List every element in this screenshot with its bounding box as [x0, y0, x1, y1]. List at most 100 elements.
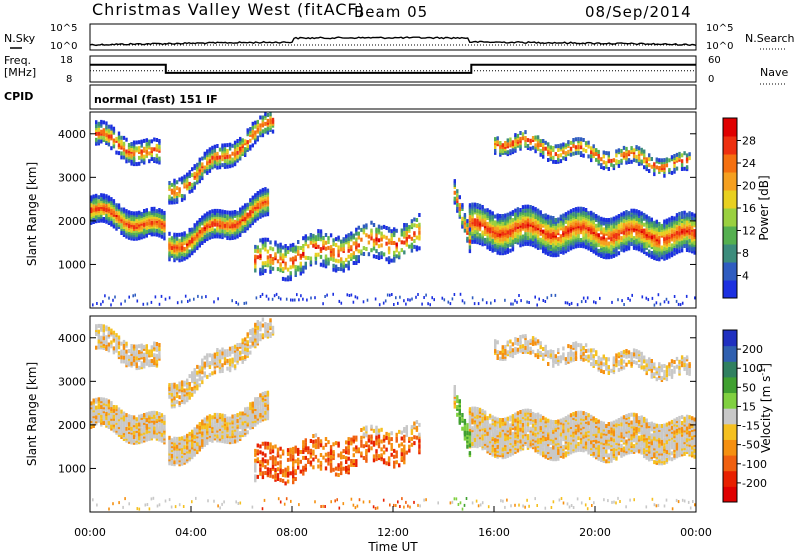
noise-left-tick-top: 10^5 [50, 23, 77, 34]
rti-cell [213, 164, 217, 169]
rti-cell [324, 246, 328, 251]
rti-cell [612, 164, 616, 169]
rti-cell [362, 228, 366, 233]
rti-cell [228, 154, 232, 159]
rti-cell [132, 294, 134, 298]
rti-cell [317, 244, 320, 249]
power-pixels [90, 112, 696, 307]
rti-cell [158, 346, 161, 351]
rti-cell [539, 231, 542, 236]
rti-cell [314, 252, 318, 257]
rti-cell [418, 246, 421, 251]
rti-cell [688, 156, 691, 161]
rti-cell [130, 415, 133, 420]
rti-cell [375, 255, 378, 259]
rti-cell [120, 341, 123, 346]
rti-cell [117, 135, 121, 140]
rti-cell [547, 142, 550, 147]
rti-cell [213, 148, 217, 153]
rti-cell [648, 169, 651, 173]
rti-cell [663, 158, 666, 163]
rti-cell [332, 238, 335, 243]
rti-cell [552, 231, 555, 236]
rti-cell [542, 150, 545, 155]
rti-cell [514, 222, 517, 227]
rti-cell [150, 410, 153, 415]
rti-cell [631, 293, 633, 297]
rti-cell [355, 237, 358, 242]
rti-cell [595, 223, 598, 228]
rti-cell [175, 440, 179, 445]
rti-cell [627, 211, 631, 216]
rti-cell [554, 239, 557, 244]
rti-cell [132, 350, 136, 355]
rti-cell [256, 191, 259, 195]
rti-cell [198, 425, 201, 430]
rti-cell [302, 236, 305, 241]
ytick-label: 3000 [58, 171, 86, 184]
rti-cell [138, 414, 141, 419]
rti-cell [163, 232, 166, 237]
rti-cell [271, 297, 274, 301]
rti-cell [562, 237, 565, 241]
rti-cell [183, 231, 186, 236]
rti-cell [531, 205, 535, 210]
rti-cell [107, 403, 111, 408]
rti-cell [286, 250, 290, 254]
rti-cell [145, 208, 148, 213]
rti-cell [95, 324, 98, 329]
rti-cell [673, 163, 676, 168]
rti-cell [201, 172, 204, 177]
rti-cell [138, 210, 141, 215]
rti-cell [237, 302, 240, 306]
rti-cell [355, 241, 358, 246]
rti-cell [400, 232, 403, 237]
rti-cell [574, 137, 578, 142]
rti-cell [180, 461, 184, 466]
rti-cell [100, 119, 103, 124]
rti-cell [216, 226, 219, 231]
rti-cell [610, 225, 613, 230]
rti-cell [592, 220, 595, 225]
rti-cell [531, 145, 535, 150]
rti-cell [226, 416, 229, 421]
rti-cell [511, 223, 515, 228]
rti-cell [477, 302, 480, 306]
rti-cell [294, 271, 297, 275]
rti-cell [579, 137, 583, 142]
nave-label: Nave [760, 66, 788, 79]
rti-cell [160, 294, 163, 298]
rti-cell [501, 143, 504, 148]
rti-cell [425, 293, 427, 297]
rti-cell [261, 209, 265, 214]
rti-cell [261, 407, 265, 412]
rti-cell [309, 240, 313, 245]
rti-cell [249, 412, 252, 416]
rti-cell [592, 144, 595, 149]
rti-cell [236, 234, 239, 239]
rti-cell [213, 424, 217, 429]
rti-cell [170, 459, 174, 464]
rti-cell [621, 299, 623, 303]
rti-cell [536, 208, 540, 213]
rti-cell [120, 151, 123, 156]
rti-cell [382, 252, 386, 257]
rti-cell [675, 230, 679, 235]
rti-cell [466, 223, 469, 227]
rti-cell [347, 242, 350, 247]
rti-cell [584, 233, 588, 238]
rti-cell [567, 220, 570, 225]
rti-cell [155, 415, 159, 420]
rti-cell [249, 127, 252, 131]
rti-cell [499, 251, 502, 256]
rti-cell [516, 228, 520, 233]
rti-cell [259, 238, 262, 243]
rti-cell [191, 227, 194, 232]
rti-cell [441, 296, 444, 300]
rti-cell [605, 253, 608, 258]
rti-cell [391, 293, 393, 296]
rti-cell [418, 230, 421, 235]
rti-cell [269, 240, 272, 245]
rti-cell [276, 249, 280, 254]
nave-right-tick-top: 60 [708, 55, 721, 66]
